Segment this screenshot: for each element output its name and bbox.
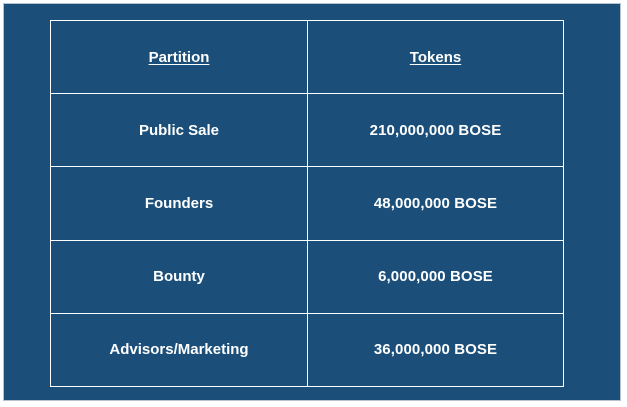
partition-cell: Public Sale <box>50 92 308 168</box>
partition-cell: Advisors/Marketing <box>50 312 308 388</box>
table-row: Bounty 6,000,000 BOSE <box>50 239 564 314</box>
column-header-partition: Partition <box>50 20 308 94</box>
tokens-cell: 210,000,000 BOSE <box>307 92 564 168</box>
token-distribution-table: Partition Tokens Public Sale 210,000,000… <box>50 20 564 388</box>
column-header-tokens: Tokens <box>307 20 564 94</box>
table-row: Founders 48,000,000 BOSE <box>50 166 564 241</box>
partition-cell: Founders <box>50 166 308 241</box>
tokens-cell: 6,000,000 BOSE <box>307 239 564 314</box>
table-row: Public Sale 210,000,000 BOSE <box>50 92 564 168</box>
table-header-row: Partition Tokens <box>50 20 564 94</box>
partition-cell: Bounty <box>50 239 308 314</box>
tokens-cell: 36,000,000 BOSE <box>307 312 564 388</box>
tokens-cell: 48,000,000 BOSE <box>307 166 564 241</box>
table-row: Advisors/Marketing 36,000,000 BOSE <box>50 312 564 388</box>
token-distribution-panel: Partition Tokens Public Sale 210,000,000… <box>3 3 621 401</box>
